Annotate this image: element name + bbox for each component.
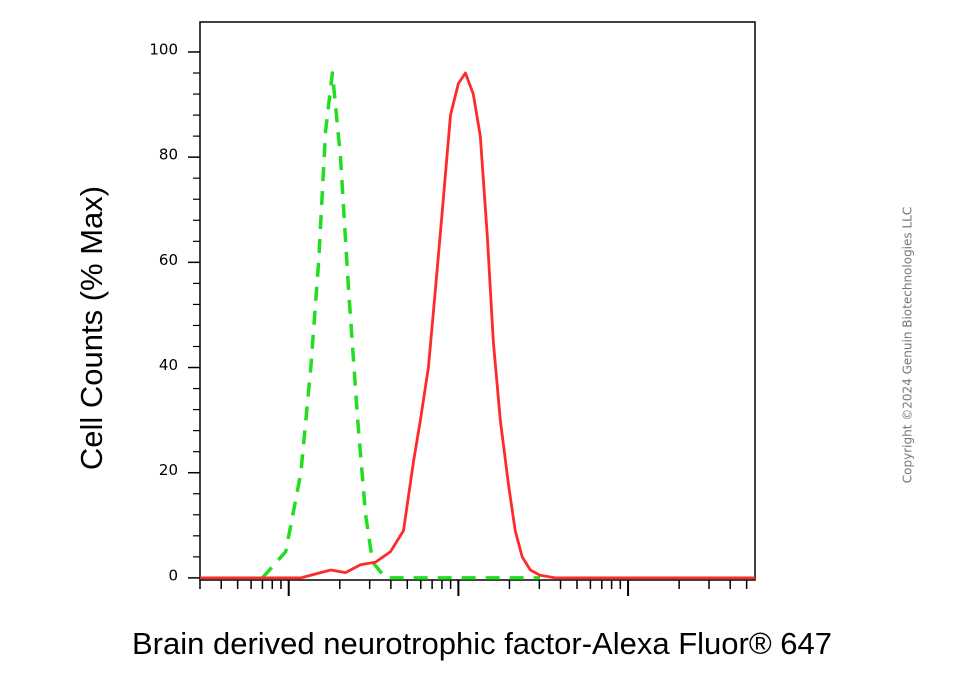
y-tick-label: 0	[168, 566, 178, 584]
y-tick-label: 80	[159, 146, 178, 164]
y-tick-label: 60	[159, 251, 178, 269]
copyright: Copyright ©2024 Genuin Biotechnologies L…	[901, 207, 915, 483]
y-tick-label: 40	[159, 356, 178, 374]
series-line	[261, 71, 541, 580]
y-tick-label: 100	[149, 40, 178, 58]
y-axis-title: Cell Counts (% Max)	[74, 186, 109, 470]
series-line	[200, 71, 755, 580]
x-axis-title: Brain derived neurotrophic factor-Alexa …	[132, 626, 832, 661]
plot-frame	[199, 21, 756, 581]
y-tick-label: 20	[159, 461, 178, 479]
